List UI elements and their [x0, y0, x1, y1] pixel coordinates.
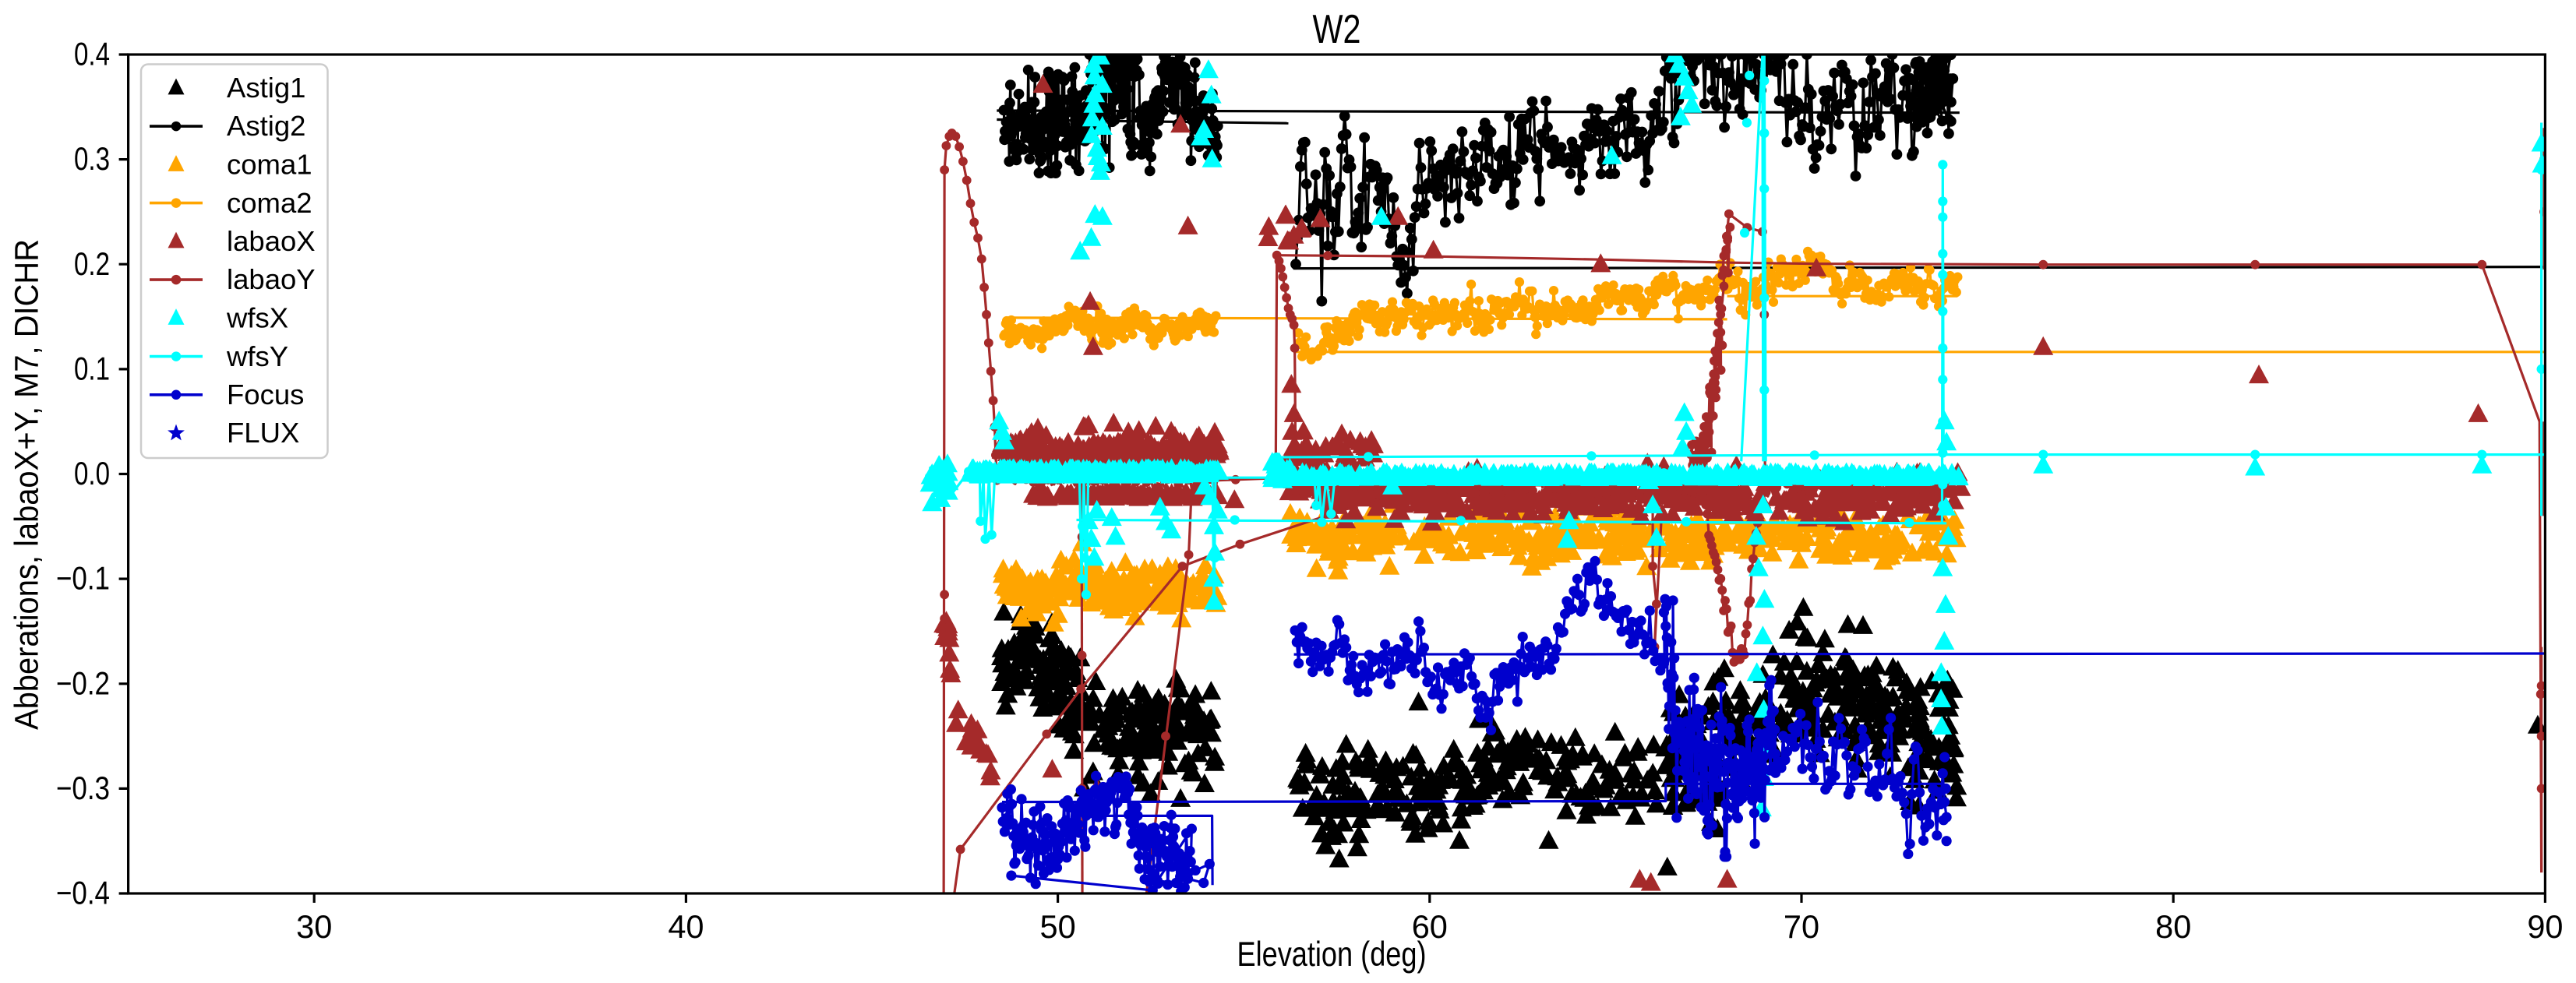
- svg-text:0.1: 0.1: [74, 350, 110, 386]
- svg-text:Abberations, labaoX+Y, M7, DIC: Abberations, labaoX+Y, M7, DICHR: [9, 239, 46, 730]
- svg-text:60: 60: [1412, 908, 1448, 945]
- svg-text:labaoY: labaoY: [227, 263, 316, 295]
- svg-text:−0.2: −0.2: [56, 664, 110, 701]
- svg-text:0.0: 0.0: [74, 455, 110, 492]
- svg-text:Elevation (deg): Elevation (deg): [1237, 935, 1427, 974]
- svg-text:W2: W2: [1313, 7, 1361, 52]
- svg-text:0.2: 0.2: [74, 245, 110, 282]
- svg-text:Astig2: Astig2: [227, 110, 305, 142]
- svg-text:coma2: coma2: [227, 187, 312, 219]
- svg-text:wfsY: wfsY: [226, 340, 288, 372]
- svg-text:50: 50: [1040, 908, 1076, 945]
- svg-text:−0.1: −0.1: [56, 560, 110, 597]
- svg-text:labaoX: labaoX: [227, 225, 316, 257]
- svg-text:−0.4: −0.4: [56, 875, 110, 911]
- svg-text:wfsX: wfsX: [226, 302, 288, 334]
- svg-text:70: 70: [1784, 908, 1819, 945]
- svg-text:80: 80: [2155, 908, 2191, 945]
- svg-text:FLUX: FLUX: [227, 417, 299, 449]
- svg-text:0.3: 0.3: [74, 140, 110, 177]
- svg-text:30: 30: [296, 908, 332, 945]
- svg-text:Astig1: Astig1: [227, 72, 305, 104]
- svg-text:coma1: coma1: [227, 149, 312, 181]
- svg-text:−0.3: −0.3: [56, 770, 110, 806]
- svg-text:0.4: 0.4: [74, 36, 110, 72]
- svg-text:90: 90: [2527, 908, 2563, 945]
- svg-text:Focus: Focus: [227, 379, 304, 410]
- svg-text:40: 40: [668, 908, 704, 945]
